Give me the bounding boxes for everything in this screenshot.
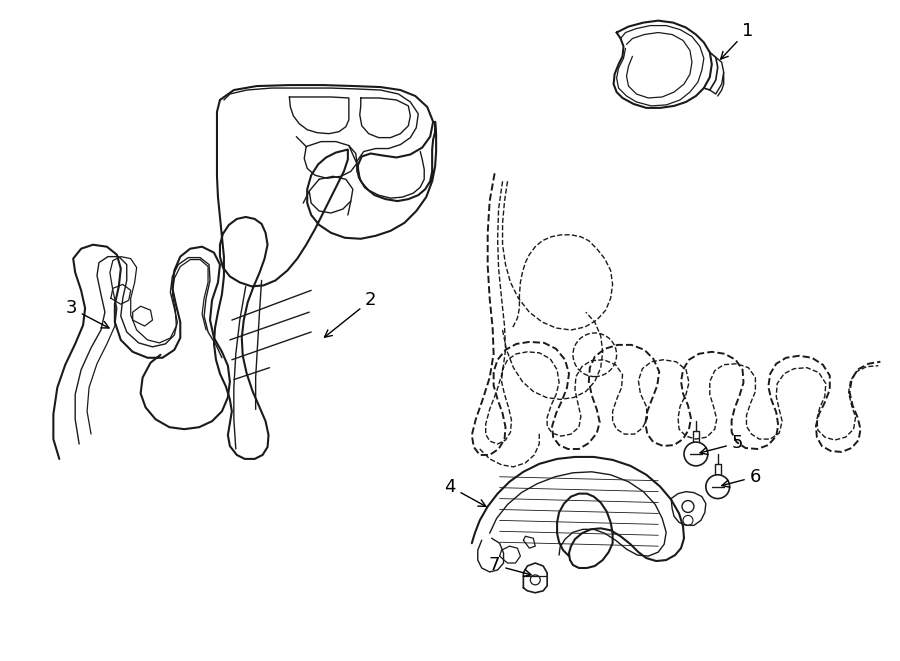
Text: 7: 7 [489,556,531,576]
Text: 1: 1 [721,22,753,59]
Text: 2: 2 [325,292,376,337]
Text: 3: 3 [66,299,109,328]
Text: 6: 6 [722,468,761,487]
Text: 4: 4 [445,478,486,506]
Text: 5: 5 [700,434,743,455]
